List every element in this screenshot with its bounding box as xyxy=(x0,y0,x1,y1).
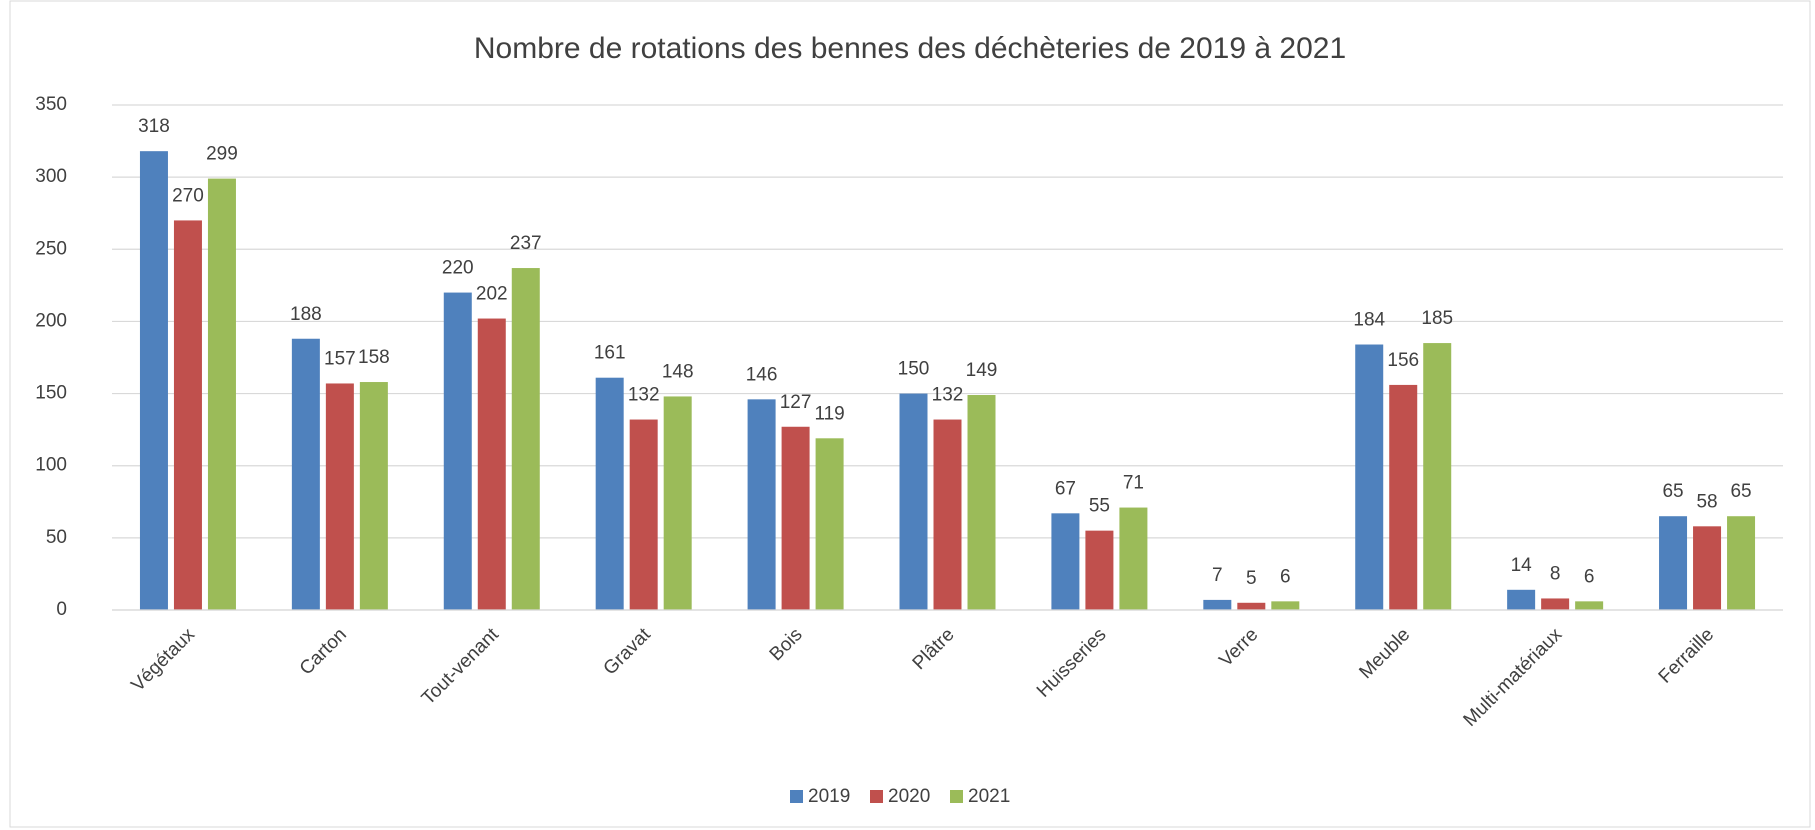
y-tick-label: 350 xyxy=(35,94,67,115)
data-label: 5 xyxy=(1246,568,1257,589)
bar xyxy=(1541,598,1570,610)
data-label: 156 xyxy=(1387,350,1419,371)
data-label: 299 xyxy=(206,144,238,165)
data-label: 7 xyxy=(1212,565,1223,586)
bar xyxy=(1693,526,1722,610)
bar xyxy=(595,377,624,610)
data-label: 220 xyxy=(442,258,474,279)
data-label: 65 xyxy=(1730,481,1751,502)
data-label: 119 xyxy=(814,403,844,424)
legend-label: 2020 xyxy=(888,786,930,807)
data-label: 188 xyxy=(290,304,322,325)
data-label: 157 xyxy=(324,348,356,369)
legend-swatch xyxy=(950,790,963,803)
data-label: 185 xyxy=(1421,308,1453,329)
bar xyxy=(511,268,540,610)
data-label: 14 xyxy=(1511,555,1533,576)
bar xyxy=(899,393,928,610)
legend-label: 2021 xyxy=(968,786,1010,807)
bar xyxy=(1085,530,1114,610)
data-label: 149 xyxy=(966,360,998,381)
data-label: 132 xyxy=(932,385,964,406)
bar xyxy=(359,382,388,610)
bar xyxy=(629,419,658,610)
data-label: 8 xyxy=(1550,563,1561,584)
data-label: 65 xyxy=(1662,481,1683,502)
y-tick-label: 0 xyxy=(56,599,67,620)
data-label: 71 xyxy=(1123,473,1144,494)
bar xyxy=(1659,516,1688,610)
data-label: 202 xyxy=(476,284,508,305)
bar xyxy=(1119,507,1148,610)
legend-swatch xyxy=(870,790,883,803)
bar xyxy=(1507,589,1536,610)
data-label: 146 xyxy=(746,364,778,385)
bar xyxy=(443,292,472,610)
bar xyxy=(325,383,354,610)
data-label: 132 xyxy=(628,385,660,406)
bar xyxy=(747,399,776,610)
bar xyxy=(139,151,168,610)
bar xyxy=(1575,601,1604,610)
data-label: 148 xyxy=(662,361,694,382)
y-tick-label: 300 xyxy=(35,166,67,187)
data-label: 270 xyxy=(172,185,204,206)
y-tick-label: 250 xyxy=(35,238,67,259)
data-label: 161 xyxy=(594,343,626,364)
y-tick-label: 150 xyxy=(35,383,67,404)
data-label: 6 xyxy=(1280,566,1291,587)
bar xyxy=(933,419,962,610)
y-tick-label: 200 xyxy=(35,310,67,331)
y-tick-label: 100 xyxy=(35,455,67,476)
bar xyxy=(1051,513,1080,610)
bar xyxy=(207,178,236,611)
bar xyxy=(291,338,320,610)
data-label: 237 xyxy=(510,233,542,254)
bar xyxy=(1271,601,1300,610)
bar xyxy=(1203,599,1232,610)
chart-title: Nombre de rotations des bennes des déchè… xyxy=(474,32,1346,65)
bar xyxy=(173,220,202,610)
data-label: 58 xyxy=(1696,491,1717,512)
data-label: 184 xyxy=(1353,310,1385,331)
bar xyxy=(1423,343,1452,610)
bar xyxy=(967,395,996,610)
data-label: 318 xyxy=(138,116,170,137)
bar xyxy=(477,318,506,610)
bar xyxy=(663,396,692,610)
bar xyxy=(1727,516,1756,610)
data-label: 158 xyxy=(358,347,390,368)
data-label: 127 xyxy=(780,392,812,413)
bar xyxy=(1237,602,1266,610)
data-label: 150 xyxy=(898,359,930,380)
legend-label: 2019 xyxy=(808,786,850,807)
data-label: 55 xyxy=(1089,496,1110,517)
legend-swatch xyxy=(790,790,803,803)
bar xyxy=(1355,344,1384,610)
bar xyxy=(1389,384,1418,610)
y-tick-label: 50 xyxy=(46,527,67,548)
bar xyxy=(781,426,810,610)
data-label: 67 xyxy=(1055,478,1076,499)
bar xyxy=(815,438,844,610)
data-label: 6 xyxy=(1584,566,1595,587)
